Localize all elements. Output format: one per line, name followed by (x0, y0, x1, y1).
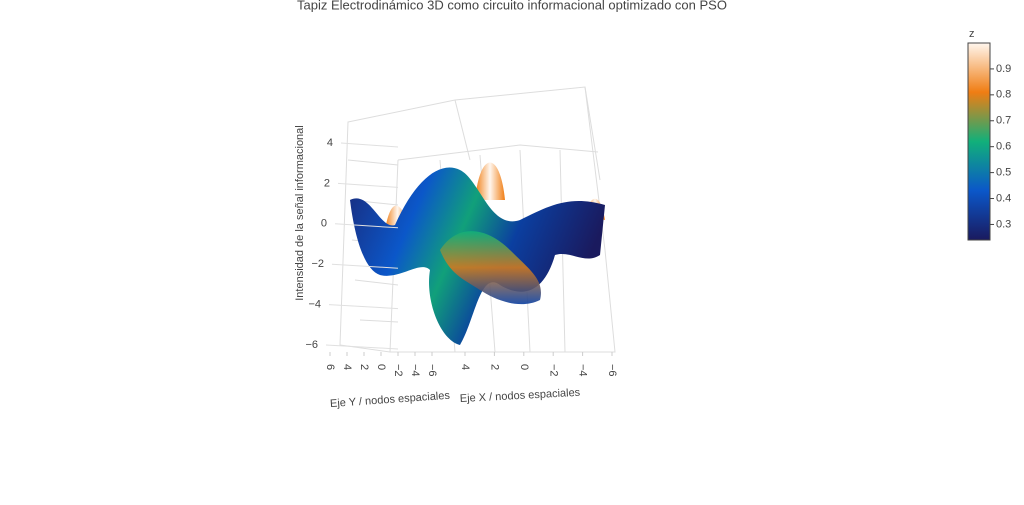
x-tick-label: 4 (459, 364, 471, 370)
x-tick-label: −4 (577, 364, 589, 377)
y-tick-label: 0 (375, 364, 387, 370)
colorbar-tick-label: 0.9 (996, 63, 1011, 75)
y-tick-label: −4 (409, 364, 421, 377)
z-grid-line (337, 182, 399, 188)
z-grid-line (331, 263, 399, 269)
z-tick-label: 0 (321, 218, 327, 230)
z-grid-line (325, 344, 399, 350)
y-tick-label: 4 (341, 364, 353, 370)
y-tick-label: −6 (426, 364, 438, 377)
colorbar-tick-label: 0.5 (996, 167, 1011, 179)
colorbar-tick-label: 0.8 (996, 89, 1011, 101)
x-tick-label: −6 (606, 364, 618, 377)
colorbar-tick-label: 0.7 (996, 115, 1011, 127)
z-tick-label: −4 (308, 299, 321, 311)
x-tick-label: −2 (547, 364, 559, 377)
z-tick-label: −2 (311, 258, 324, 270)
z-grid-line (334, 223, 399, 229)
surface (350, 162, 605, 345)
z-axis-title: Intensidad de la señal informacional (294, 125, 306, 301)
colorbar-tick-label: 0.3 (996, 218, 1011, 230)
z-tick-label: 4 (327, 137, 333, 149)
colorbar-tick-label: 0.6 (996, 141, 1011, 153)
y-tick-label: −2 (392, 364, 404, 377)
y-tick-label: 6 (324, 364, 336, 370)
z-tick-label: 2 (324, 177, 330, 189)
colorbar (967, 42, 991, 241)
x-tick-label: 2 (488, 364, 500, 370)
colorbar-tick-label: 0.4 (996, 192, 1011, 204)
x-axis-title: Eje X / nodos espaciales (460, 387, 581, 405)
chart-title: Tapiz Electrodinámico 3D como circuito i… (297, 0, 727, 12)
z-tick-label: −6 (305, 339, 318, 351)
x-tick-label: 0 (518, 364, 530, 370)
y-tick-label: 2 (358, 364, 370, 370)
z-grid-line (328, 304, 399, 310)
z-grid-line (340, 142, 399, 148)
colorbar-title: z (969, 28, 975, 40)
y-axis-title: Eje Y / nodos espaciales (330, 390, 451, 410)
